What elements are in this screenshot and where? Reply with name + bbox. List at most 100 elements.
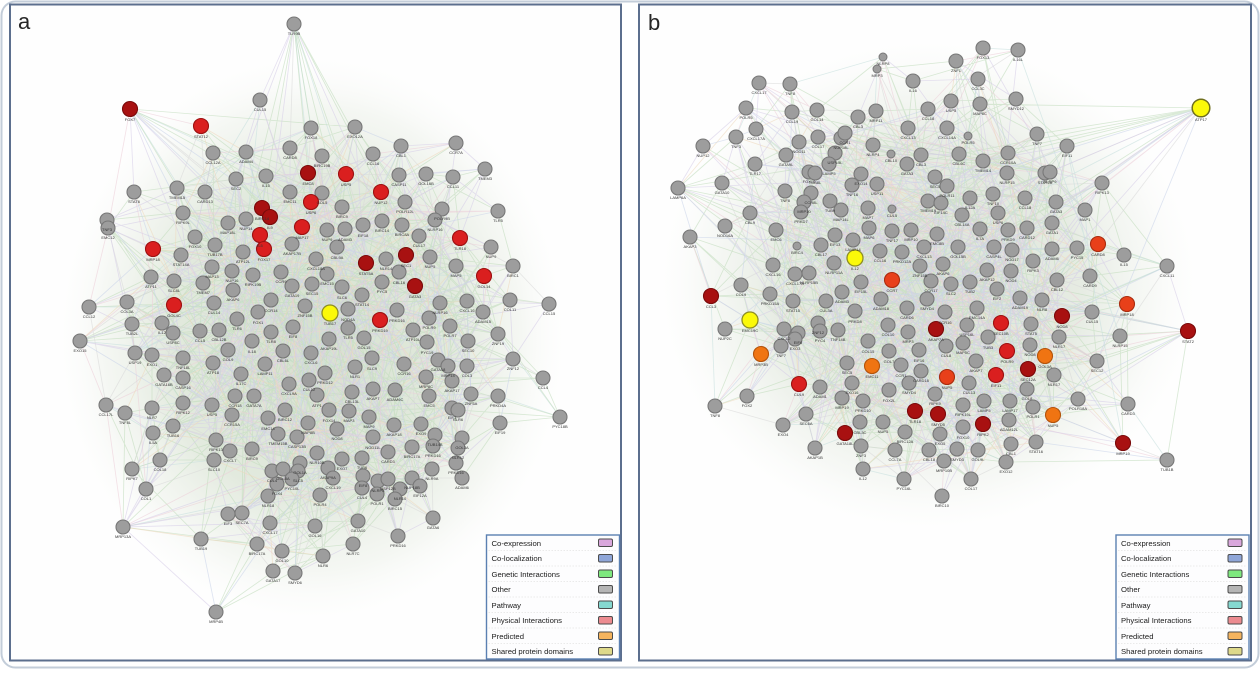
- svg-text:CUL4: CUL4: [357, 495, 368, 500]
- svg-text:NLRP11A: NLRP11A: [825, 270, 843, 275]
- svg-text:NLRP8: NLRP8: [372, 488, 386, 493]
- svg-text:EIF15L: EIF15L: [855, 289, 869, 294]
- svg-text:STAT2A: STAT2A: [1038, 180, 1053, 185]
- svg-text:NLR14: NLR14: [380, 266, 393, 271]
- svg-text:SEC5: SEC5: [842, 370, 853, 375]
- svg-text:GATA6: GATA6: [427, 525, 440, 530]
- svg-text:CBL9A: CBL9A: [331, 255, 344, 260]
- svg-text:GOL8: GOL8: [1022, 396, 1033, 401]
- svg-text:STAT14: STAT14: [355, 302, 370, 307]
- svg-text:CARD13: CARD13: [197, 199, 214, 204]
- svg-text:POLR12L: POLR12L: [396, 209, 414, 214]
- svg-text:FOX14: FOX14: [323, 418, 336, 423]
- svg-text:NOD8: NOD8: [331, 436, 343, 441]
- svg-text:MAP1: MAP1: [1080, 217, 1092, 222]
- svg-text:EXO14: EXO14: [855, 181, 869, 186]
- svg-text:COL1: COL1: [141, 496, 152, 501]
- svg-text:TUB2L: TUB2L: [126, 331, 139, 336]
- svg-text:GOL7: GOL7: [884, 359, 895, 364]
- svg-text:Other: Other: [492, 585, 512, 594]
- svg-text:FOX13: FOX13: [977, 55, 990, 60]
- svg-text:ADAM3: ADAM3: [835, 299, 850, 304]
- svg-text:AKAP7: AKAP7: [367, 396, 381, 401]
- svg-text:IL15: IL15: [262, 183, 271, 188]
- svg-text:TNF8: TNF8: [710, 413, 721, 418]
- svg-text:NLR7C: NLR7C: [346, 551, 359, 556]
- svg-text:GATA10: GATA10: [351, 528, 367, 533]
- svg-text:CBL10: CBL10: [885, 158, 898, 163]
- svg-text:MRP18: MRP18: [146, 257, 160, 262]
- svg-text:TUB17: TUB17: [324, 321, 337, 326]
- svg-text:EMC8B: EMC8B: [930, 241, 944, 246]
- svg-text:AKAP3: AKAP3: [684, 244, 698, 249]
- svg-text:RIPK12: RIPK12: [176, 410, 191, 415]
- svg-text:CARD3: CARD3: [1121, 411, 1135, 416]
- svg-text:EXO12: EXO12: [1000, 469, 1014, 474]
- svg-text:POLR5: POLR5: [739, 115, 753, 120]
- svg-text:CUL8: CUL8: [941, 353, 952, 358]
- svg-text:CCR7A: CCR7A: [449, 150, 463, 155]
- svg-text:COL9: COL9: [736, 292, 747, 297]
- svg-text:ADAM6: ADAM6: [455, 485, 470, 490]
- svg-text:USP16L: USP16L: [960, 332, 976, 337]
- svg-text:TUB9: TUB9: [825, 208, 836, 213]
- svg-text:SMYD3: SMYD3: [950, 457, 965, 462]
- svg-text:PYC10L: PYC10L: [285, 486, 301, 491]
- svg-text:ADAM18: ADAM18: [873, 306, 890, 311]
- svg-text:TNF7: TNF7: [1032, 141, 1043, 146]
- svg-text:CASP11: CASP11: [391, 182, 407, 187]
- svg-text:Genetic Interactions: Genetic Interactions: [492, 570, 561, 579]
- svg-text:COL15: COL15: [862, 349, 875, 354]
- svg-text:Shared protein domains: Shared protein domains: [492, 647, 574, 656]
- svg-text:NOD4: NOD4: [1005, 278, 1017, 283]
- svg-text:PRKD16: PRKD16: [448, 470, 464, 475]
- svg-text:CCR16: CCR16: [938, 320, 952, 325]
- svg-text:ATP17: ATP17: [1195, 117, 1208, 122]
- svg-text:CBL14A: CBL14A: [955, 222, 970, 227]
- svg-text:CCL5: CCL5: [195, 338, 206, 343]
- svg-text:CBL13L: CBL13L: [345, 399, 360, 404]
- svg-text:NUP14: NUP14: [240, 226, 254, 231]
- svg-text:RIPK3: RIPK3: [1027, 268, 1039, 273]
- svg-text:POLR5: POLR5: [961, 140, 975, 145]
- svg-text:Genetic Interactions: Genetic Interactions: [1121, 570, 1190, 579]
- svg-text:TLR5: TLR5: [343, 335, 354, 340]
- svg-text:CCL18: CCL18: [922, 116, 935, 121]
- svg-text:NLR6: NLR6: [453, 417, 464, 422]
- svg-text:TUB16: TUB16: [167, 433, 180, 438]
- svg-text:TMEM15B: TMEM15B: [269, 441, 288, 446]
- svg-text:MRP3: MRP3: [902, 339, 914, 344]
- svg-text:PRKD16: PRKD16: [389, 318, 405, 323]
- svg-text:CCR17: CCR17: [924, 288, 938, 293]
- svg-text:CBL18: CBL18: [923, 457, 936, 462]
- svg-text:STAT15: STAT15: [786, 308, 801, 313]
- svg-text:GATA17: GATA17: [266, 578, 282, 583]
- svg-text:CXCL19: CXCL19: [325, 485, 341, 490]
- svg-text:EIF8: EIF8: [359, 483, 368, 488]
- svg-text:GATA3: GATA3: [901, 171, 914, 176]
- svg-text:TNF8: TNF8: [785, 91, 796, 96]
- svg-text:CBL9: CBL9: [745, 220, 756, 225]
- svg-text:ADAM6C: ADAM6C: [387, 397, 404, 402]
- svg-text:NOD4A: NOD4A: [341, 317, 355, 322]
- svg-text:CCR1: CCR1: [840, 140, 852, 145]
- svg-text:PRKD7: PRKD7: [794, 219, 808, 224]
- svg-text:STAT2: STAT2: [1182, 339, 1195, 344]
- svg-text:CARD9: CARD9: [1083, 283, 1097, 288]
- svg-text:EIF6: EIF6: [794, 340, 803, 345]
- svg-text:GOL3A: GOL3A: [1038, 364, 1052, 369]
- svg-text:SLC8L: SLC8L: [168, 288, 181, 293]
- svg-text:ADAM6: ADAM6: [1045, 256, 1060, 261]
- svg-text:SLC9: SLC9: [367, 366, 378, 371]
- svg-text:MRP8C: MRP8C: [419, 384, 433, 389]
- svg-text:TLR18: TLR18: [454, 246, 467, 251]
- svg-text:MAP18L: MAP18L: [220, 230, 236, 235]
- svg-text:BIRC14: BIRC14: [255, 216, 270, 221]
- svg-text:ADAM1: ADAM1: [813, 394, 828, 399]
- svg-text:MAP14L: MAP14L: [833, 217, 849, 222]
- svg-text:GOL14: GOL14: [811, 117, 825, 122]
- svg-text:GOL16: GOL16: [309, 533, 323, 538]
- svg-text:CCL11: CCL11: [447, 184, 460, 189]
- svg-text:TNF8: TNF8: [780, 198, 791, 203]
- svg-text:TUB17B: TUB17B: [207, 252, 222, 257]
